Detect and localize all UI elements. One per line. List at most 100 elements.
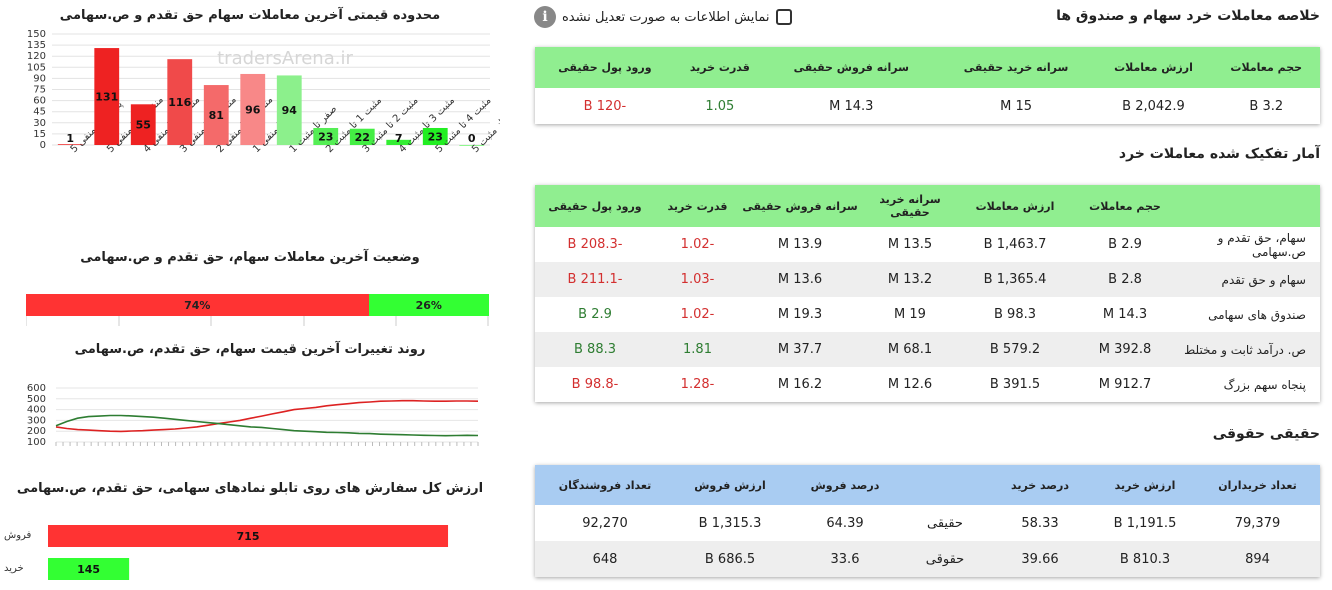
y-tick-label: 100	[27, 437, 46, 448]
y-tick-label: 400	[27, 405, 46, 416]
cell: -1.03	[655, 262, 740, 297]
bar-value-label: 116	[168, 96, 191, 109]
cell: 15 M	[1000, 98, 1033, 114]
cell: 1.81	[655, 332, 740, 367]
cell: 13.2 M	[860, 262, 960, 297]
table-row: سهام و حق تقدم 2.8 B 1,365.4 B 13.2 M 13.6 M…	[535, 262, 1320, 297]
y-tick-label: 0	[40, 140, 46, 151]
legal-panel: تعداد خریداران ارزش خرید درصد خرید درصد …	[535, 465, 1320, 577]
series-line	[55, 414, 479, 437]
bar-value-label: 145	[77, 563, 100, 576]
cell: 2,042.9 B	[1122, 98, 1185, 114]
col-header: حجم معاملات	[1212, 47, 1320, 88]
y-tick-label: 45	[33, 107, 46, 118]
bar-value-label: 96	[245, 103, 261, 116]
cell: 33.6	[785, 541, 905, 577]
summary-table: حجم معاملات ارزش معاملات سرانه خرید حقیق…	[535, 47, 1320, 124]
bar-value-label: 81	[209, 109, 224, 122]
cell: 648	[535, 541, 675, 577]
buy-share-label: 26%	[415, 298, 442, 312]
y-tick-label: 30	[33, 118, 46, 129]
cell: 39.66	[985, 541, 1095, 577]
row-label: حقوقی	[905, 541, 985, 577]
cell: 1,315.3 B	[698, 515, 762, 531]
col-header: سرانه فروش حقیقی	[764, 47, 938, 88]
col-header: سرانه خرید حقیقی	[937, 47, 1095, 88]
checkbox-label: نمایش اطلاعات به صورت تعدیل نشده	[562, 9, 770, 25]
y-tick-label: 135	[27, 40, 46, 51]
col-header: ورود پول حقیقی	[535, 47, 675, 88]
sell-share-label: 74%	[184, 298, 211, 312]
table-row: پنجاه سهم بزرگ 912.7 M 391.5 B 12.6 M 16.2 M…	[535, 367, 1320, 402]
y-tick-label: 75	[33, 85, 46, 96]
cell: 88.3 B	[535, 332, 655, 367]
col-header: سرانه خرید حقیقی	[860, 185, 960, 227]
bar	[276, 75, 302, 145]
col-header: سرانه فروش حقیقی	[740, 185, 860, 227]
bar-value-label: 0	[468, 132, 476, 145]
y-tick-label: 60	[33, 96, 46, 107]
cell: 19.3 M	[777, 307, 823, 322]
summary-title: خلاصه معاملات خرد سهام و صندوق ها	[1056, 8, 1320, 24]
cell: 68.1 M	[860, 332, 960, 367]
y-tick-label: 90	[33, 73, 46, 84]
cell: 1,365.4 B	[960, 262, 1070, 297]
cell: 14.3 M	[829, 98, 874, 114]
category-label: فروش	[4, 530, 32, 541]
cell: 1.05	[705, 98, 735, 114]
cell: 16.2 M	[777, 377, 823, 392]
cell: 13.9 M	[777, 237, 823, 252]
bar	[57, 144, 83, 145]
y-tick-label: 105	[27, 62, 46, 73]
bar-value-label: 94	[282, 104, 298, 117]
cell: 37.7 M	[740, 332, 860, 367]
row-label: ص. درآمد ثابت و مختلط	[1180, 332, 1320, 367]
cell: 64.39	[826, 515, 864, 531]
table-row: ص. درآمد ثابت و مختلط 392.8 M 579.2 B 68.1 …	[535, 332, 1320, 367]
row-label: سهام، حق تقدم و ص.سهامی	[1217, 230, 1306, 259]
y-tick-label: 150	[27, 29, 46, 40]
cell: 2.9 B	[578, 307, 612, 322]
sell-share-segment: 74%	[26, 294, 369, 316]
trade-status-bar: 74% 26%	[26, 294, 489, 316]
col-header: ارزش معاملات	[960, 185, 1070, 227]
breakdown-table: حجم معاملات ارزش معاملات سرانه خرید حقیق…	[535, 185, 1320, 402]
row-label: حقیقی	[927, 515, 963, 531]
chart-title-trade-status: وضعیت آخرین معاملات سهام، حق تقدم و ص.سه…	[80, 250, 420, 265]
chart-title-price-range: محدوده قیمتی آخرین معاملات سهام حق تقدم …	[59, 8, 441, 23]
bar	[167, 59, 193, 145]
chart-title-price-trend: روند تغییرات آخرین قیمت سهام، حق تقدم، ص…	[74, 342, 426, 357]
table-row: 894 810.3 B 39.66 حقوقی 33.6 686.5 B 648	[535, 541, 1320, 577]
unadjusted-checkbox[interactable]	[775, 9, 792, 25]
bar-value-label: 715	[237, 530, 260, 543]
bar	[94, 48, 120, 145]
unadjusted-toggle[interactable]: i نمایش اطلاعات به صورت تعدیل نشده	[534, 6, 792, 28]
col-header: ارزش معاملات	[1094, 47, 1213, 88]
info-icon[interactable]: i	[534, 6, 556, 28]
col-header: ارزش فروش	[675, 465, 785, 505]
y-tick-label: 600	[27, 383, 46, 394]
legal-title: حقیقی حقوقی	[1212, 426, 1320, 442]
table-row: 3.2 B 2,042.9 B 15 M 14.3 M 1.05 -120 B	[535, 88, 1320, 124]
col-header: قدرت خرید	[655, 185, 740, 227]
cell: 2.9 B	[1108, 237, 1142, 252]
category-label: خرید	[4, 563, 24, 574]
cell: -211.1 B	[535, 262, 655, 297]
cell: 58.33	[1021, 515, 1059, 531]
bar	[459, 145, 485, 146]
table-row: 79,379 1,191.5 B 58.33 حقیقی 64.39 1,315.3 B 9…	[535, 505, 1320, 541]
bar-value-label: 131	[95, 91, 118, 104]
cell: 13.6 M	[740, 262, 860, 297]
col-header: درصد خرید	[985, 465, 1095, 505]
cell: -120 B	[583, 98, 627, 114]
row-label: صندوق های سهامی	[1208, 307, 1306, 322]
legal-table: تعداد خریداران ارزش خرید درصد خرید درصد …	[535, 465, 1320, 577]
order-value-chart: فروش 715 خرید 145	[4, 525, 449, 580]
breakdown-title: آمار تفکیک شده معاملات خرد	[1118, 146, 1320, 162]
cell: -98.8 B	[571, 377, 619, 392]
cell: -208.3 B	[567, 237, 623, 252]
cell: 391.5 B	[989, 377, 1041, 392]
cell: 579.2 B	[960, 332, 1070, 367]
cell: 686.5 B	[675, 541, 785, 577]
